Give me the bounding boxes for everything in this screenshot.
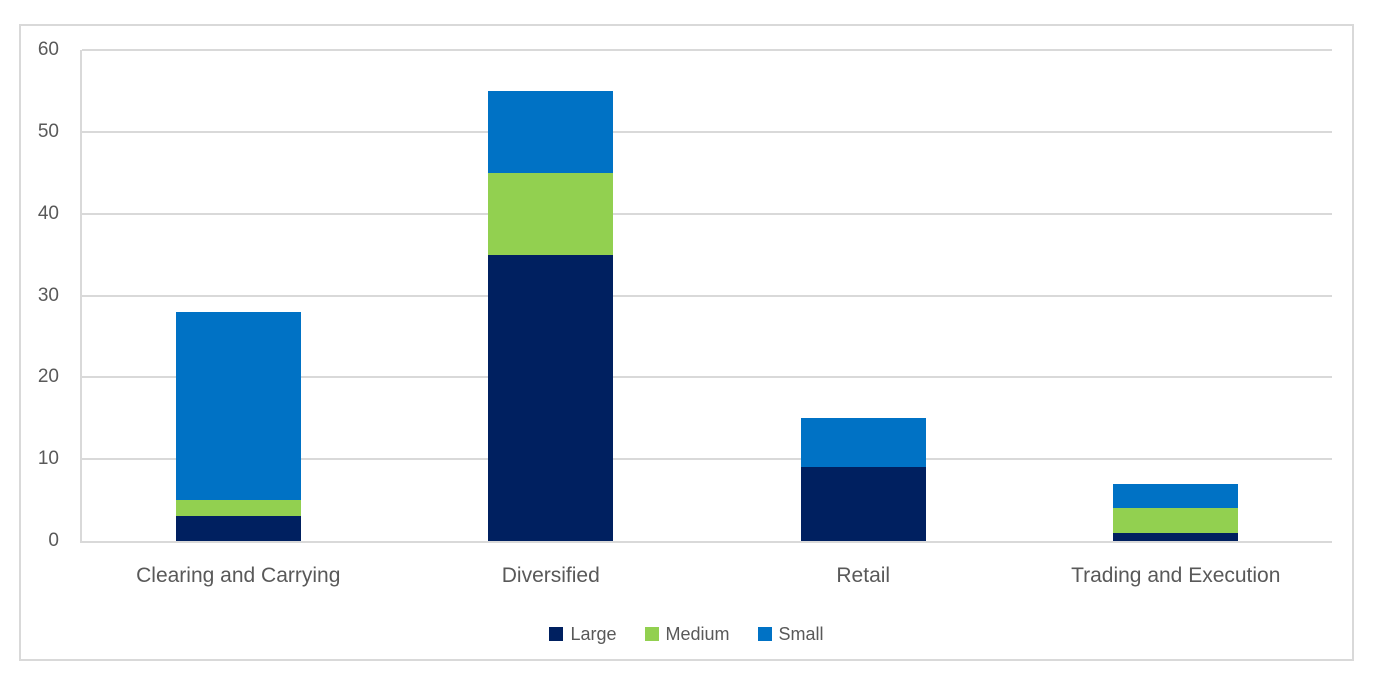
- bar-segment-medium-diversified: [488, 172, 614, 255]
- chart-frame: 0 10 20 30 40 50 60 Clearing and Carrying Diver…: [19, 24, 1354, 661]
- gridline-30: [82, 294, 1332, 297]
- y-axis-tick-label-20: 20: [37, 366, 59, 388]
- y-axis-tick-label-40: 40: [37, 202, 59, 224]
- gridline-60: [82, 49, 1332, 51]
- bar-segment-medium-clearing-and-carrying: [175, 500, 301, 517]
- plot-area: 0 10 20 30 40 50 60 Clearing and Carrying Diver…: [38, 39, 1332, 587]
- legend-label-medium: Medium: [665, 623, 730, 644]
- y-axis-tick-label-10: 10: [37, 448, 59, 470]
- gridline-50: [82, 130, 1332, 133]
- gridline-20: [82, 376, 1332, 379]
- legend-swatch-small: [757, 627, 772, 641]
- bar-segment-large-clearing-and-carrying: [175, 516, 301, 541]
- legend-item-medium: Medium: [644, 623, 730, 645]
- legend: Large Medium Small: [21, 619, 1352, 649]
- bar-segment-small-clearing-and-carrying: [175, 311, 301, 501]
- y-axis-tick-label-0: 0: [48, 530, 59, 551]
- legend-label-large: Large: [570, 623, 617, 644]
- bar-retail: [800, 50, 926, 541]
- x-axis-label-trading-and-execution: Trading and Execution: [1071, 564, 1281, 587]
- bar-segment-medium-trading-and-execution: [1113, 508, 1239, 533]
- y-axis-tick-label-50: 50: [37, 120, 59, 142]
- y-axis: 0 10 20 30 40 50 60: [15, 39, 59, 551]
- legend-label-small: Small: [778, 623, 824, 644]
- x-axis-label-clearing-and-carrying: Clearing and Carrying: [136, 564, 341, 587]
- x-axis-label-diversified: Diversified: [501, 564, 600, 587]
- x-axis-label-retail: Retail: [836, 564, 891, 587]
- legend-swatch-large: [549, 627, 564, 641]
- x-axis: Clearing and Carrying Diversified Retail Tr…: [82, 564, 1332, 588]
- legend-item-small: Small: [757, 623, 824, 645]
- bar-segment-large-trading-and-execution: [1113, 532, 1239, 541]
- bar-segment-small-trading-and-execution: [1113, 483, 1239, 509]
- legend-swatch-medium: [644, 627, 659, 641]
- bar-trading-and-execution: [1113, 50, 1239, 541]
- gridline-40: [82, 212, 1332, 215]
- bar-segment-large-retail: [800, 467, 926, 541]
- y-axis-tick-label-30: 30: [37, 284, 59, 306]
- legend-item-large: Large: [549, 623, 617, 645]
- y-axis-tick-label-60: 60: [37, 39, 59, 60]
- bar-segment-small-diversified: [488, 90, 614, 173]
- bar-clearing-and-carrying: [175, 50, 301, 541]
- bar-segment-small-retail: [800, 418, 926, 468]
- bar-segment-large-diversified: [488, 254, 614, 541]
- bar-diversified: [488, 50, 614, 541]
- gridline-10: [82, 458, 1332, 461]
